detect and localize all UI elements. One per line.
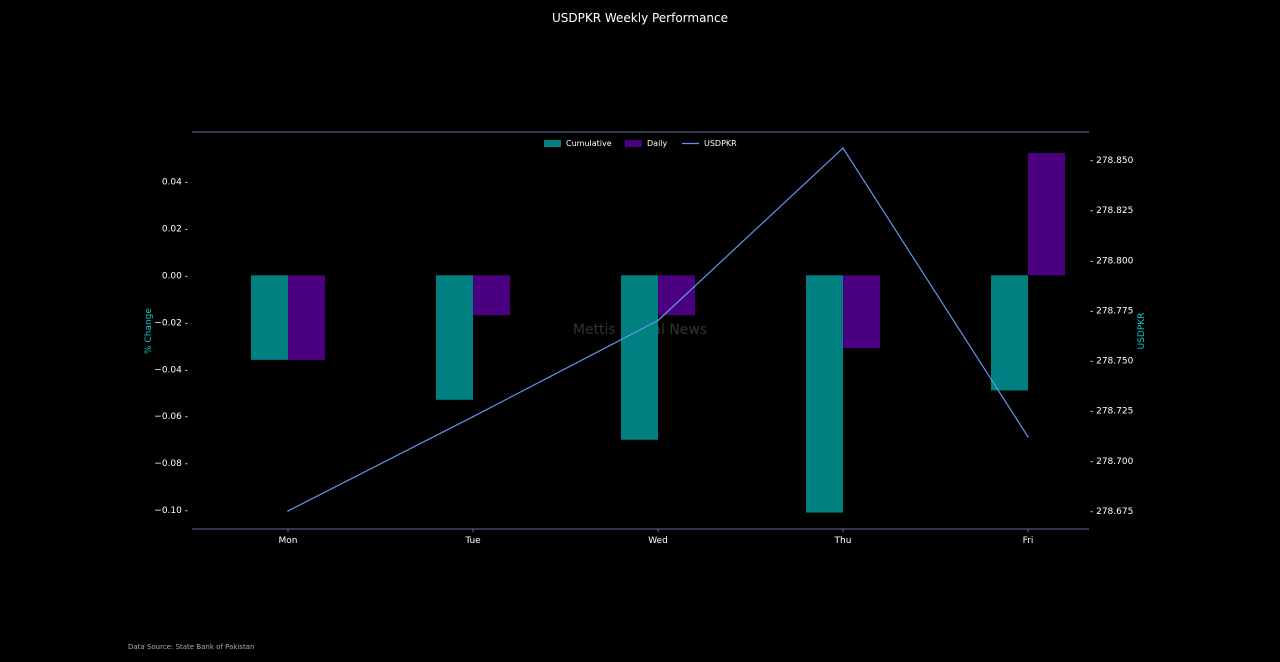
x-tick-label-fri: Fri — [1023, 536, 1034, 546]
line-point-wed — [657, 319, 659, 322]
y2-tick-label: - 278.800 — [1090, 256, 1134, 266]
bar-cumulative-fri — [991, 275, 1028, 391]
legend-label-daily: Daily — [647, 139, 668, 148]
x-tick-label-wed: Wed — [648, 536, 668, 546]
bar-daily-mon — [288, 275, 325, 360]
right-axis-ticks: - 278.850 - 278.825 - 278.800 - 278.775 - 27… — [1090, 156, 1134, 517]
y2-tick-label: - 278.775 — [1090, 306, 1133, 316]
bar-daily-wed — [658, 275, 695, 316]
left-axis-ticks: 0.04 - 0.02 - 0.00 - −0.02 - −0.04 - −0.06 - −… — [154, 177, 188, 516]
y-tick-label: 0.04 - — [162, 177, 188, 187]
bar-daily-thu — [843, 275, 880, 349]
y2-tick-label: - 278.675 — [1090, 507, 1133, 517]
y2-tick-label: - 278.725 — [1090, 407, 1133, 417]
legend-swatch-cumulative — [544, 140, 561, 147]
y-tick-label: 0.00 - — [162, 271, 188, 281]
y-axis-label: % Change — [144, 308, 154, 354]
y2-tick-label: - 278.825 — [1090, 206, 1133, 216]
x-tick-label-thu: Thu — [834, 536, 852, 546]
y2-tick-label: - 278.850 — [1090, 156, 1134, 166]
bar-cumulative-wed — [621, 275, 658, 440]
y2-tick-label: - 278.750 — [1090, 357, 1134, 367]
y2-tick-label: - 278.700 — [1090, 457, 1134, 467]
bars-layer — [251, 153, 1065, 513]
y-tick-label: −0.06 - — [154, 412, 188, 422]
x-axis-ticks: Mon Tue Wed Thu Fri — [279, 529, 1034, 546]
bar-cumulative-tue — [436, 275, 473, 400]
line-layer — [287, 147, 1029, 512]
bar-cumulative-thu — [806, 275, 843, 513]
bar-daily-fri — [1028, 153, 1065, 276]
y-tick-label: −0.08 - — [154, 459, 188, 469]
legend-label-usdpkr: USDPKR — [704, 139, 737, 148]
y-tick-label: −0.02 - — [154, 318, 188, 328]
y-tick-label: 0.02 - — [162, 224, 188, 234]
legend-swatch-daily — [625, 140, 642, 147]
x-tick-label-mon: Mon — [279, 536, 298, 546]
chart-title: USDPKR Weekly Performance — [552, 11, 728, 25]
y2-axis-label: USDPKR — [1137, 313, 1147, 350]
line-point-tue — [472, 415, 474, 418]
legend: Cumulative Daily USDPKR — [544, 139, 737, 148]
line-point-thu — [842, 147, 844, 149]
line-point-fri — [1027, 435, 1029, 438]
bar-daily-tue — [473, 275, 510, 316]
y-tick-label: −0.04 - — [154, 365, 188, 375]
bar-cumulative-mon — [251, 275, 288, 360]
legend-label-cumulative: Cumulative — [566, 139, 612, 148]
y-tick-label: −0.10 - — [154, 506, 188, 516]
line-point-mon — [287, 510, 289, 512]
x-tick-label-tue: Tue — [464, 536, 481, 546]
data-source-note: Data Source: State Bank of Pakistan — [128, 643, 254, 651]
